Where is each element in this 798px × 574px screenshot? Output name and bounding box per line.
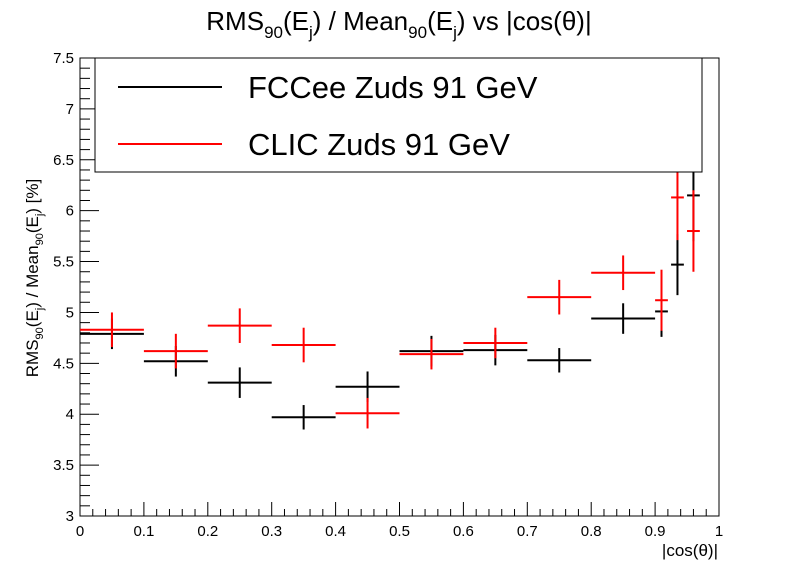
x-tick-label: 0.3 bbox=[261, 523, 282, 540]
y-tick-label: 7.5 bbox=[53, 50, 74, 67]
legend-entry-label: CLIC Zuds 91 GeV bbox=[248, 127, 510, 162]
series-clic bbox=[80, 154, 700, 429]
data-point bbox=[271, 405, 336, 430]
legend: FCCee Zuds 91 GeV CLIC Zuds 91 GeV bbox=[94, 57, 703, 173]
series-fccee bbox=[80, 149, 700, 430]
data-point bbox=[591, 255, 656, 291]
y-tick-label: 5 bbox=[66, 304, 74, 321]
y-tick-label: 5.5 bbox=[53, 254, 74, 271]
y-tick-label: 3 bbox=[66, 508, 74, 525]
x-tick-label: 0 bbox=[76, 523, 84, 540]
data-points bbox=[80, 149, 700, 430]
legend-entry-label: FCCee Zuds 91 GeV bbox=[248, 70, 538, 105]
data-point bbox=[655, 269, 668, 331]
data-point bbox=[271, 327, 336, 363]
y-tick-label: 6.5 bbox=[53, 152, 74, 169]
data-point bbox=[527, 348, 592, 373]
y-axis-label: RMS90(Ej) / Mean90(Ej) [%] bbox=[23, 179, 46, 378]
x-tick-label: 0.5 bbox=[389, 523, 410, 540]
y-tick-label: 6 bbox=[66, 203, 74, 220]
x-tick-label: 0.9 bbox=[645, 523, 666, 540]
x-tick-label: 0.8 bbox=[581, 523, 602, 540]
x-axis-label: |cos(θ)| bbox=[662, 541, 718, 560]
y-tick-label: 4 bbox=[66, 406, 74, 423]
x-tick-label: 0.1 bbox=[133, 523, 154, 540]
x-tick-label: 0.7 bbox=[517, 523, 538, 540]
x-tick-label: 0.2 bbox=[197, 523, 218, 540]
data-point bbox=[80, 312, 144, 348]
y-tick-label: 3.5 bbox=[53, 457, 74, 474]
data-point bbox=[399, 338, 464, 370]
legend-box bbox=[94, 57, 703, 173]
y-tick-label: 7 bbox=[66, 101, 74, 118]
data-point bbox=[335, 371, 400, 403]
data-point bbox=[671, 234, 684, 296]
data-point bbox=[527, 279, 592, 315]
x-tick-label: 0.6 bbox=[453, 523, 474, 540]
chart-title: RMS90(Ej) / Mean90(Ej) vs |cos(θ)| bbox=[206, 6, 591, 42]
x-tick-label: 1 bbox=[715, 523, 723, 540]
data-point bbox=[207, 308, 272, 343]
y-tick-label: 4.5 bbox=[53, 355, 74, 372]
data-point bbox=[591, 303, 656, 334]
data-point bbox=[687, 190, 700, 272]
x-tick-label: 0.4 bbox=[325, 523, 346, 540]
data-point bbox=[143, 333, 208, 369]
data-point bbox=[335, 397, 400, 429]
axes: 0 0.1 0.2 0.3 0.4 0.5 0.6 0.7 0.8 0.9 1 3 3.5 4 4.5 5 5.… bbox=[53, 50, 723, 540]
data-point bbox=[463, 327, 528, 359]
data-point bbox=[207, 367, 272, 398]
